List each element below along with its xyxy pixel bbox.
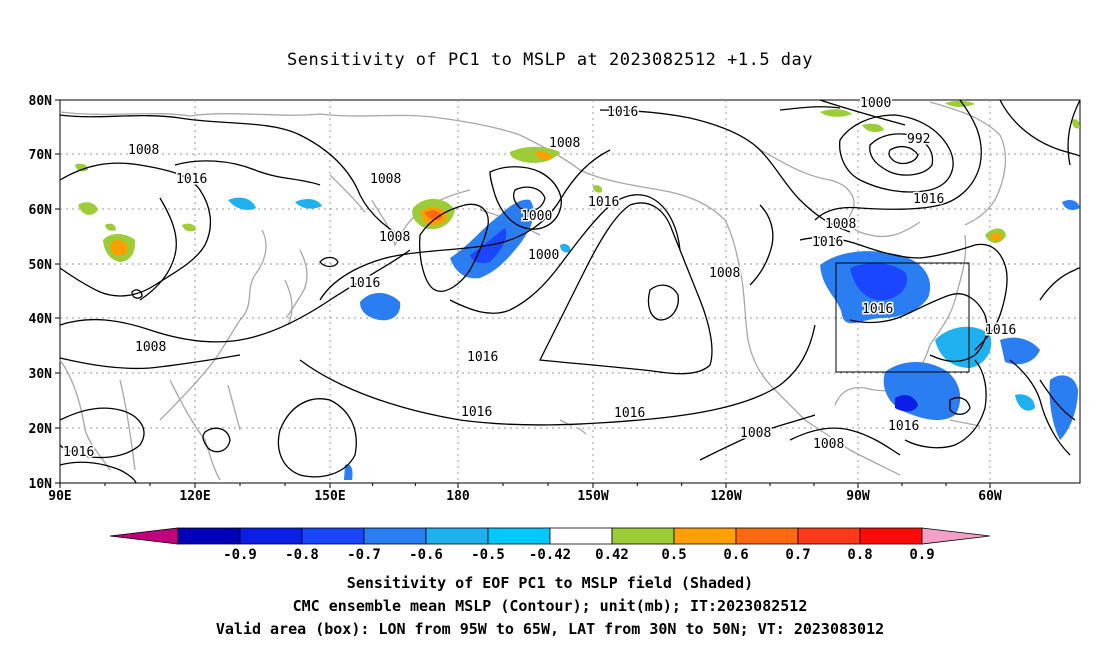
colorbar-label: -0.7: [347, 547, 381, 563]
lon-label: 180: [446, 489, 470, 504]
contour-label: 1016: [176, 172, 207, 187]
colorbar-label: 0.5: [661, 547, 686, 563]
colorbar-box: [301, 527, 365, 545]
lat-label: 70N: [29, 148, 53, 163]
contour-label: 1016: [461, 405, 492, 420]
caption-contour: CMC ensemble mean MSLP (Contour); unit(m…: [292, 597, 808, 615]
contour-label: 1016: [913, 192, 944, 207]
contour-label: 1016: [467, 350, 498, 365]
lon-label: 90W: [846, 489, 870, 504]
colorbar-box: [859, 527, 923, 545]
colorbar-label: -0.9: [223, 547, 257, 563]
contour-label: 1008: [128, 143, 159, 158]
colorbar-box: [425, 527, 489, 545]
contour-label: 1016: [985, 323, 1016, 338]
contour-label: 1016: [588, 195, 619, 210]
lon-label: 120W: [710, 489, 741, 504]
contour-label: 1016: [607, 105, 638, 120]
colorbar-label: 0.42: [595, 547, 629, 563]
colorbar-high-triangle: [921, 527, 991, 545]
contour-label: 1008: [379, 230, 410, 245]
colorbar-box: [673, 527, 737, 545]
contour-label: 1008: [825, 217, 856, 232]
caption-shading: Sensitivity of EOF PC1 to MSLP field (Sh…: [346, 574, 754, 592]
contour-label: 1000: [860, 96, 891, 111]
colorbar: -0.9 -0.8 -0.7 -0.6 -0.5 -0.42 0.42 0.5 0.6 0.7 0.…: [109, 527, 991, 563]
contour-label: 1016: [614, 406, 645, 421]
lat-label: 30N: [29, 367, 53, 382]
contour-label: 1008: [813, 437, 844, 452]
colorbar-box: [363, 527, 427, 545]
lat-label: 10N: [29, 477, 53, 492]
contour-label: 1008: [709, 266, 740, 281]
contour-label: 1000: [528, 248, 559, 263]
colorbar-label: -0.5: [471, 547, 505, 563]
valid-area-box: [835, 262, 970, 373]
contour-label: 1008: [549, 136, 580, 151]
contour-label: 1008: [370, 172, 401, 187]
contour-label: 1016: [349, 276, 380, 291]
contour-label: 1016: [862, 302, 893, 317]
caption-valid-area: Valid area (box): LON from 95W to 65W, L…: [215, 620, 885, 638]
lon-label: 60W: [978, 489, 1002, 504]
lat-label: 50N: [29, 258, 53, 273]
lon-label: 90E: [48, 489, 71, 504]
contour-label: 992: [907, 132, 930, 147]
contour-label: 1016: [812, 235, 843, 250]
colorbar-label: 0.9: [909, 547, 934, 563]
lat-label: 60N: [29, 203, 53, 218]
colorbar-label: -0.8: [285, 547, 319, 563]
colorbar-low-triangle: [109, 527, 179, 545]
contour-label: 1008: [740, 426, 771, 441]
contour-labels: 1016 1000 992 1008 1016 1008 1008 1016 1…: [62, 95, 1018, 462]
lat-label: 80N: [29, 94, 53, 109]
mslp-contours: [59, 99, 1081, 484]
map-title: Sensitivity of PC1 to MSLP at 2023082512…: [286, 50, 813, 70]
lat-label: 20N: [29, 422, 53, 437]
lon-label: 150E: [314, 489, 345, 504]
colorbar-box: [611, 527, 675, 545]
colorbar-label: -0.6: [409, 547, 443, 563]
colorbar-box: [549, 527, 613, 545]
lon-label: 120E: [179, 489, 210, 504]
contour-label: 1008: [135, 340, 166, 355]
colorbar-box: [797, 527, 861, 545]
contour-label: 1016: [888, 419, 919, 434]
colorbar-label: 0.7: [785, 547, 810, 563]
contour-label: 1016: [63, 445, 94, 460]
colorbar-box: [487, 527, 551, 545]
lon-label: 150W: [577, 489, 608, 504]
colorbar-box: [239, 527, 303, 545]
colorbar-box: [177, 527, 241, 545]
map-gridlines: [60, 100, 1080, 483]
colorbar-label: -0.42: [529, 547, 571, 563]
contour-label: 1000: [521, 209, 552, 224]
lat-label: 40N: [29, 312, 53, 327]
colorbar-box: [735, 527, 799, 545]
colorbar-label: 0.6: [723, 547, 748, 563]
colorbar-label: 0.8: [847, 547, 872, 563]
sensitivity-shading: [75, 100, 1080, 480]
